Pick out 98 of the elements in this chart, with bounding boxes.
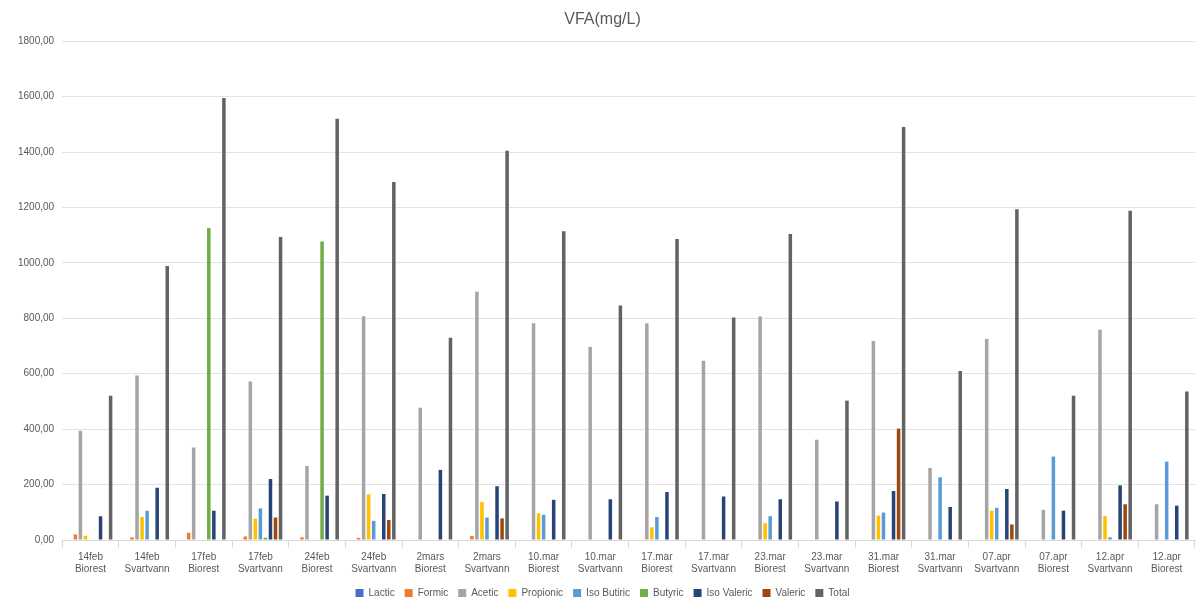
bar — [675, 239, 679, 540]
bar — [222, 98, 226, 540]
bar — [1005, 489, 1009, 540]
x-tick-label: 07.apr Svartvann — [974, 550, 1020, 574]
bar — [243, 536, 248, 540]
x-tick-label: 24feb Biorest — [301, 550, 333, 574]
x-tick-label: 07.apr Biorest — [1037, 550, 1070, 574]
bar — [778, 499, 783, 540]
bar — [387, 520, 391, 540]
bar — [1103, 516, 1107, 540]
bar — [500, 518, 504, 540]
legend-label: Propionic — [521, 586, 564, 598]
bar — [381, 494, 386, 540]
bar — [495, 486, 499, 540]
legend-label: Iso Butiric — [586, 586, 631, 598]
x-tick-label: 17.mar Biorest — [641, 550, 674, 574]
bar — [768, 516, 772, 540]
bar — [418, 407, 423, 540]
bar — [325, 495, 329, 540]
bar — [475, 291, 479, 540]
legend-label: Total — [828, 586, 850, 598]
bar — [130, 537, 134, 540]
bar — [561, 231, 566, 540]
x-tick-label: 23.mar Biorest — [754, 550, 787, 574]
legend-label: Acetic — [471, 586, 499, 598]
bar — [1015, 209, 1019, 540]
bar — [165, 265, 170, 540]
bar — [958, 370, 963, 540]
y-tick-label: 1200,00 — [17, 201, 55, 213]
bar — [758, 316, 762, 540]
x-tick-label: 31.mar Svartvann — [917, 550, 963, 574]
bar — [1128, 210, 1132, 540]
y-tick-label: 1600,00 — [17, 90, 55, 102]
x-tick-label: 31.mar Biorest — [867, 550, 900, 574]
bar — [928, 467, 932, 540]
y-tick-label: 400,00 — [23, 422, 55, 434]
bar — [505, 150, 509, 540]
bar — [763, 523, 767, 540]
bar — [145, 510, 149, 540]
y-tick-label: 1800,00 — [17, 34, 55, 46]
bar — [392, 181, 396, 540]
bar — [650, 527, 654, 540]
x-tick-label: 10.mar Svartvann — [577, 550, 623, 574]
legend-label: Butyric — [653, 586, 684, 598]
bar — [207, 227, 211, 540]
bar — [665, 492, 669, 540]
bar — [470, 535, 474, 540]
y-tick-label: 1400,00 — [17, 145, 55, 157]
legend-label: Formic — [417, 586, 449, 598]
bar — [938, 477, 942, 540]
x-tick-label: 24feb Svartvann — [351, 550, 397, 574]
bar — [300, 537, 304, 540]
bar — [135, 375, 139, 540]
x-tick-label: 17feb Biorest — [188, 550, 220, 574]
bar — [485, 517, 489, 540]
bar — [1098, 329, 1102, 540]
bar — [212, 510, 216, 540]
bar — [948, 507, 952, 540]
bar — [73, 534, 78, 540]
bar — [655, 517, 659, 540]
bar — [1108, 537, 1112, 540]
legend-label: Valeric — [775, 586, 806, 598]
bar — [155, 487, 159, 540]
x-tick-label: 10.mar Biorest — [528, 550, 560, 574]
y-tick-label: 1000,00 — [17, 256, 55, 268]
legend-label: Iso Valeric — [706, 586, 753, 598]
bar — [814, 439, 819, 540]
bar — [835, 501, 839, 540]
bar — [845, 400, 849, 540]
bar — [1174, 505, 1179, 540]
x-tick-label: 12.apr Biorest — [1151, 550, 1183, 574]
y-tick-label: 0,00 — [34, 533, 55, 545]
legend-label: Lactic — [368, 586, 395, 598]
x-tick-label: 12.apr Svartvann — [1087, 550, 1133, 574]
chart-title: VFA(mg/L) — [564, 10, 641, 28]
x-tick-label: 14feb Svartvann — [124, 550, 170, 574]
x-tick-label: 2mars Svartvann — [464, 550, 510, 574]
x-tick-label: 17feb Svartvann — [237, 550, 283, 574]
bar — [588, 346, 592, 540]
y-tick-label: 200,00 — [23, 478, 55, 490]
bar — [140, 517, 144, 540]
x-tick-label: 14feb Biorest — [74, 550, 107, 574]
bar — [305, 466, 309, 540]
x-tick-label: 23.mar Svartvann — [804, 550, 850, 574]
bar — [83, 535, 88, 540]
x-tick-label: 2mars Biorest — [414, 550, 447, 574]
y-tick-label: 600,00 — [23, 367, 55, 379]
bar — [994, 507, 999, 540]
bar — [480, 502, 484, 540]
bar — [320, 241, 324, 540]
bar — [1118, 485, 1122, 540]
bar — [335, 118, 339, 540]
x-tick-label: 17.mar Svartvann — [691, 550, 737, 574]
bar — [1010, 524, 1014, 540]
y-tick-label: 800,00 — [23, 312, 55, 324]
bar — [1185, 391, 1189, 540]
bar — [1123, 504, 1127, 540]
bar — [645, 323, 649, 540]
